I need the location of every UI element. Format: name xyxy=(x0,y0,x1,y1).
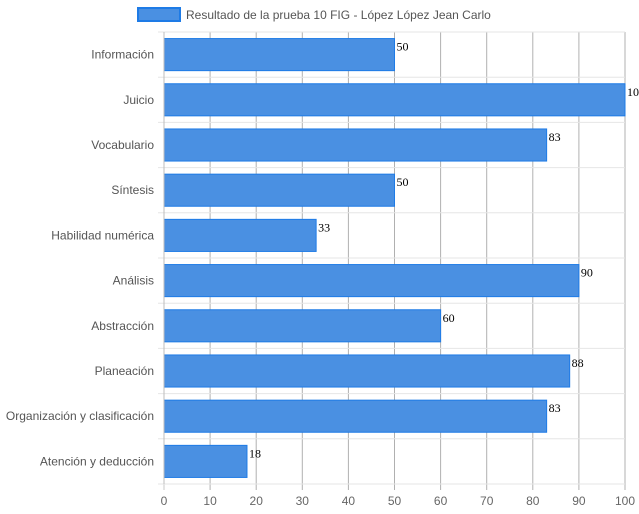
y-tick-label: Atención y deducción xyxy=(40,454,154,468)
x-tick-label: 10 xyxy=(203,494,217,508)
x-tick-label: 0 xyxy=(161,494,168,508)
bar[interactable] xyxy=(163,444,248,478)
y-tick-label: Juicio xyxy=(123,93,154,107)
bar[interactable] xyxy=(163,128,548,162)
x-tick-label: 90 xyxy=(572,494,586,508)
x-tick-label: 70 xyxy=(480,494,494,508)
y-tick-label: Abstracción xyxy=(91,319,154,333)
legend[interactable]: Resultado de la prueba 10 FIG - López Ló… xyxy=(137,7,491,22)
data-label: 100 xyxy=(627,85,639,99)
y-tick-label: Información xyxy=(91,48,154,62)
y-tick-label: Vocabulario xyxy=(91,138,154,152)
bar[interactable] xyxy=(163,354,571,388)
x-tick-label: 20 xyxy=(250,494,264,508)
legend-label: Resultado de la prueba 10 FIG - López Ló… xyxy=(186,8,491,22)
y-tick-label: Análisis xyxy=(113,274,154,288)
x-tick-label: 30 xyxy=(296,494,310,508)
data-label: 83 xyxy=(549,401,561,415)
data-label: 90 xyxy=(581,266,593,280)
bar[interactable] xyxy=(163,83,626,117)
y-tick-label: Habilidad numérica xyxy=(51,228,154,242)
bar[interactable] xyxy=(163,38,395,72)
data-label: 50 xyxy=(397,40,409,54)
data-label: 33 xyxy=(318,220,330,234)
x-tick-label: 100 xyxy=(615,494,635,508)
y-tick-label: Organización y clasificación xyxy=(6,409,154,423)
bar[interactable] xyxy=(163,173,395,207)
y-tick-label: Síntesis xyxy=(111,183,154,197)
data-label: 88 xyxy=(572,356,584,370)
bars xyxy=(163,38,626,478)
bar[interactable] xyxy=(163,309,442,343)
data-label: 83 xyxy=(549,130,561,144)
x-tick-label: 50 xyxy=(388,494,402,508)
bar[interactable] xyxy=(163,264,580,298)
bar[interactable] xyxy=(163,218,317,252)
legend-swatch xyxy=(137,7,181,22)
x-tick-label: 80 xyxy=(526,494,540,508)
labels: 50Información100Juicio83Vocabulario50Sín… xyxy=(6,40,639,508)
data-label: 50 xyxy=(397,175,409,189)
bar[interactable] xyxy=(163,399,548,433)
x-tick-label: 60 xyxy=(434,494,448,508)
y-tick-label: Planeación xyxy=(95,364,154,378)
data-label: 60 xyxy=(443,311,455,325)
x-tick-label: 40 xyxy=(342,494,356,508)
data-label: 18 xyxy=(249,446,261,460)
